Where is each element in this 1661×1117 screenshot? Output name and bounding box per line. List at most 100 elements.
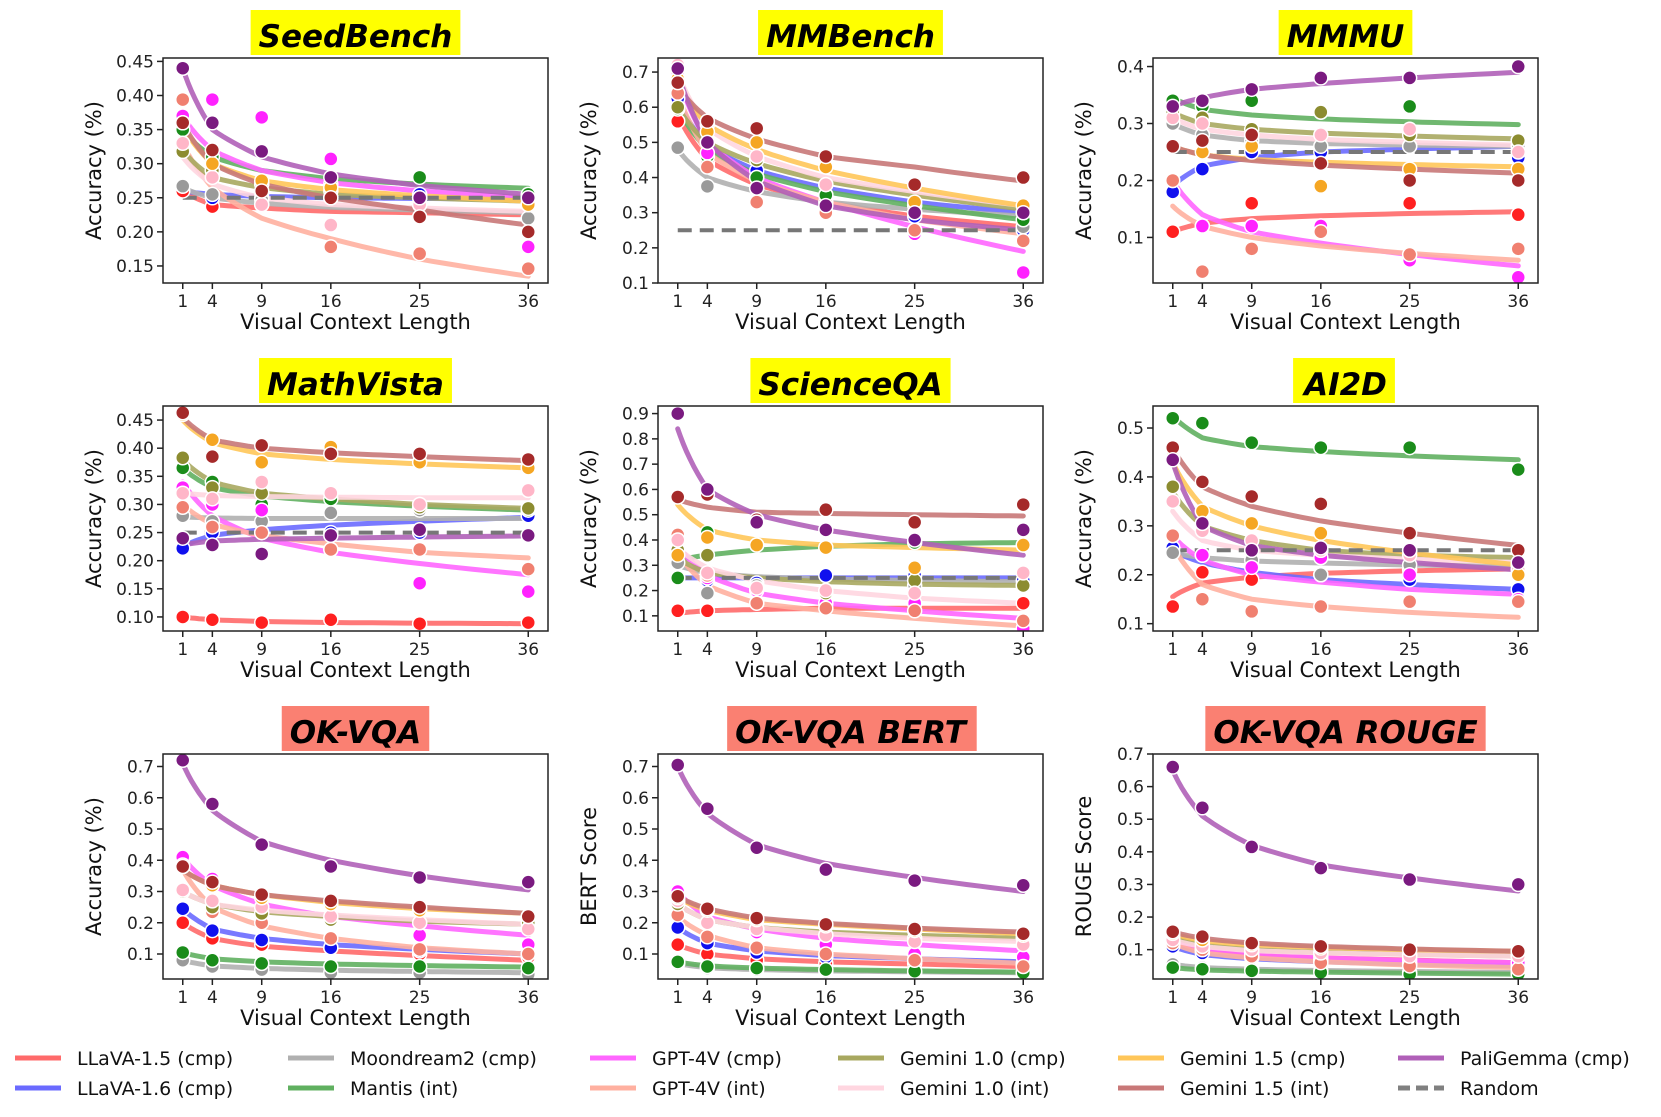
y-tick-label: 0.45 bbox=[116, 411, 154, 431]
data-point bbox=[699, 159, 716, 175]
data-point bbox=[520, 561, 537, 577]
data-point bbox=[748, 537, 765, 553]
data-point bbox=[1510, 943, 1527, 960]
data-point bbox=[1510, 269, 1527, 283]
data-point bbox=[1243, 603, 1260, 620]
panel-mmmu: MMMU 0.1 0.2 0.3 0.4 1 4 9 16 25 36 Visual Context … bbox=[1072, 10, 1539, 334]
data-point bbox=[323, 858, 339, 875]
x-tick-label: 16 bbox=[815, 292, 837, 312]
data-point bbox=[1015, 958, 1032, 975]
data-point bbox=[1313, 860, 1329, 876]
data-point bbox=[1194, 92, 1211, 109]
x-tick-label: 36 bbox=[1507, 640, 1529, 660]
fit-line-moondream2-cmp- bbox=[180, 514, 531, 521]
y-tick-label: 0.30 bbox=[116, 155, 154, 175]
x-tick-label: 4 bbox=[1197, 640, 1208, 660]
x-tick-label: 4 bbox=[207, 640, 218, 660]
x-axis-label: Visual Context Length bbox=[1230, 1006, 1461, 1030]
panel-mathvista: MathVista 0.10 0.15 0.20 0.25 0.30 0.35 0.40 0.4… bbox=[82, 358, 549, 682]
axes-frame bbox=[162, 405, 549, 632]
data-point bbox=[253, 955, 270, 972]
panel-title-bg bbox=[750, 358, 951, 403]
data-point bbox=[699, 529, 716, 546]
data-point bbox=[204, 519, 221, 535]
panel-ok-vqa: OK-VQA 0.1 0.2 0.3 0.4 0.5 0.6 0.7 1 4 9 16 25 36 Visu… bbox=[82, 706, 549, 1030]
data-point bbox=[669, 139, 686, 156]
data-point bbox=[1401, 98, 1418, 115]
data-point bbox=[669, 406, 686, 422]
data-point bbox=[253, 437, 270, 454]
data-point bbox=[204, 91, 221, 108]
y-tick-label: 0.4 bbox=[622, 531, 649, 551]
y-tick-label: 0.7 bbox=[127, 758, 154, 778]
legend-item: GPT-4V (cmp) bbox=[590, 1048, 782, 1070]
y-tick-label: 0.25 bbox=[116, 189, 154, 209]
data-point bbox=[1243, 81, 1260, 98]
x-tick-label: 9 bbox=[1246, 988, 1257, 1008]
data-point bbox=[1401, 871, 1418, 888]
plot-area bbox=[174, 60, 537, 279]
legend-item: PaliGemma (cmp) bbox=[1398, 1048, 1630, 1070]
x-tick-label: 1 bbox=[672, 292, 683, 312]
y-tick-label: 0.7 bbox=[622, 758, 649, 778]
y-tick-label: 0.5 bbox=[1117, 810, 1144, 830]
legend-label: Gemini 1.5 (cmp) bbox=[1180, 1048, 1346, 1070]
data-point bbox=[1243, 963, 1260, 979]
x-tick-label: 25 bbox=[904, 640, 926, 660]
y-tick-label: 0.4 bbox=[1117, 468, 1144, 488]
data-point bbox=[174, 882, 191, 898]
x-tick-label: 1 bbox=[1167, 988, 1178, 1008]
data-point bbox=[520, 960, 537, 976]
data-point bbox=[204, 432, 221, 448]
data-point bbox=[1510, 172, 1527, 189]
x-axis-label: Visual Context Length bbox=[1230, 658, 1461, 682]
y-tick-label: 0.10 bbox=[116, 608, 154, 628]
data-point bbox=[1164, 544, 1181, 561]
x-tick-label: 9 bbox=[1246, 640, 1257, 660]
panel-title-bg bbox=[727, 706, 977, 751]
y-tick-label: 0.7 bbox=[622, 455, 649, 475]
data-point bbox=[253, 196, 270, 213]
data-point bbox=[1164, 410, 1181, 426]
data-point bbox=[204, 186, 221, 203]
x-tick-label: 36 bbox=[517, 292, 539, 312]
fit-line-gemini-1-0-cmp- bbox=[675, 104, 1026, 212]
fit-line-gemini-1-5-int- bbox=[180, 414, 531, 464]
data-point bbox=[748, 960, 765, 976]
y-tick-label: 0.7 bbox=[1117, 745, 1144, 765]
data-point bbox=[699, 134, 716, 151]
panel-title-bg bbox=[758, 10, 943, 55]
data-point bbox=[1015, 595, 1032, 611]
fit-line-gemini-1-0-int- bbox=[675, 901, 1026, 944]
data-point bbox=[818, 916, 834, 933]
data-point bbox=[1243, 488, 1260, 505]
data-point bbox=[906, 514, 923, 531]
data-point bbox=[1194, 800, 1211, 816]
data-point bbox=[818, 567, 834, 584]
data-point bbox=[1313, 127, 1329, 143]
data-point bbox=[204, 796, 221, 812]
y-tick-label: 0.2 bbox=[1117, 908, 1144, 928]
data-point bbox=[323, 217, 339, 233]
x-axis-label: Visual Context Length bbox=[240, 310, 471, 334]
y-tick-label: 0.6 bbox=[622, 789, 649, 809]
panel-mmbench: MMBench 0.1 0.2 0.3 0.4 0.5 0.6 0.7 1 4 9 16 25 36 Vis… bbox=[577, 10, 1044, 334]
panel-ok-vqa-bert: OK-VQA BERT 0.1 0.2 0.3 0.4 0.5 0.6 0.7 1 4 9 16 25 3… bbox=[577, 706, 1044, 1030]
data-point bbox=[1194, 961, 1211, 977]
data-point bbox=[1313, 104, 1329, 120]
data-point bbox=[818, 946, 834, 962]
data-point bbox=[520, 239, 537, 255]
panel-title: OK-VQA BERT bbox=[735, 715, 969, 751]
panel-title: OK-VQA bbox=[290, 715, 422, 751]
y-tick-label: 0.7 bbox=[622, 63, 649, 83]
data-point bbox=[204, 874, 221, 890]
data-point bbox=[323, 169, 339, 186]
x-tick-label: 16 bbox=[320, 292, 342, 312]
y-tick-label: 0.30 bbox=[116, 495, 154, 515]
x-tick-label: 9 bbox=[256, 988, 267, 1008]
fit-line-gpt-4v-cmp- bbox=[1170, 178, 1521, 269]
data-point bbox=[1015, 613, 1032, 629]
data-point bbox=[748, 148, 765, 165]
data-point bbox=[174, 858, 191, 875]
y-tick-label: 0.40 bbox=[116, 87, 154, 107]
